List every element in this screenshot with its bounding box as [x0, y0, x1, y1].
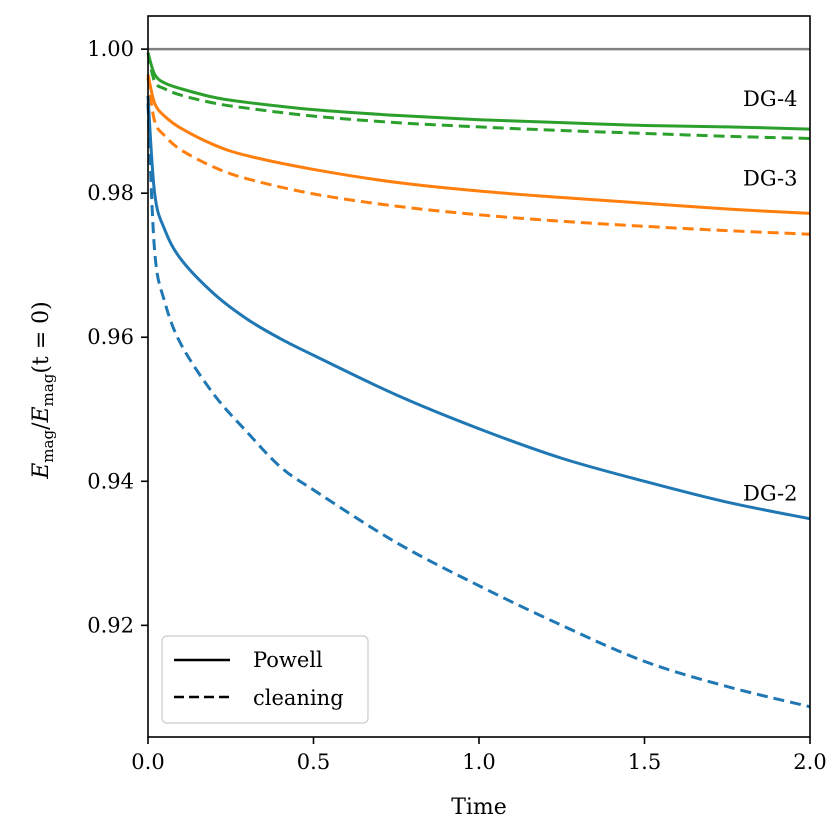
- y-tick-label: 0.92: [87, 613, 134, 637]
- y-label-den-sub: mag: [39, 373, 57, 406]
- x-tick-label: 1.5: [628, 750, 661, 774]
- series-label-dg4: DG-4: [743, 87, 797, 111]
- series-line-dg-3-powell: [146, 74, 811, 215]
- y-tick-label: 0.94: [87, 469, 134, 493]
- y-label-arg: (t = 0): [29, 301, 54, 373]
- y-label-slash: /: [29, 422, 54, 430]
- series-line-dg-4-cleaning: [146, 52, 811, 140]
- x-tick-label: 0.0: [131, 750, 164, 774]
- y-tick-label: 0.96: [87, 325, 134, 349]
- y-label-den: E: [29, 406, 54, 423]
- series-label-dg3: DG-3: [743, 166, 797, 190]
- x-tick-label: 0.5: [297, 750, 330, 774]
- x-axis-label: Time: [451, 795, 507, 820]
- legend-box: [161, 635, 369, 724]
- series-line-dg-2-cleaning: [146, 103, 811, 709]
- series-line-dg-2-powell: [146, 95, 811, 521]
- legend: Powell cleaning: [161, 635, 369, 724]
- y-label-num: E: [29, 463, 54, 480]
- x-tick-label: 1.0: [462, 750, 495, 774]
- legend-label-cleaning: cleaning: [253, 686, 344, 710]
- svg-text:Emag/Emag(t = 0): Emag/Emag(t = 0): [29, 301, 57, 480]
- y-tick-label: 1.00: [87, 37, 134, 61]
- plot-frame: [147, 15, 811, 738]
- series-line-dg-3-cleaning: [146, 77, 811, 236]
- series-line-dg-4-powell: [146, 52, 811, 131]
- legend-label-powell: Powell: [253, 648, 323, 672]
- y-tick-label: 0.98: [87, 181, 134, 205]
- y-axis-label: Emag/Emag(t = 0): [29, 301, 57, 480]
- series-label-dg2: DG-2: [743, 482, 797, 506]
- y-label-num-sub: mag: [39, 430, 57, 463]
- x-tick-label: 2.0: [793, 750, 826, 774]
